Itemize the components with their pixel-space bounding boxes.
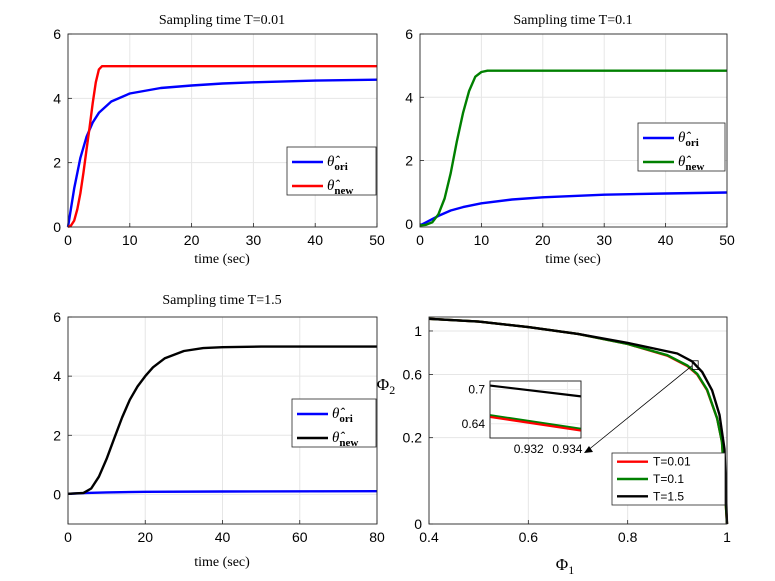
x-tick-label: 10	[122, 232, 138, 248]
panel1-title: Sampling time T=0.01	[159, 13, 285, 28]
x-tick-label: 0	[64, 529, 72, 545]
x-tick-label: 20	[535, 232, 551, 248]
y-tick-label: 0	[53, 486, 61, 502]
zoom-arrow-head	[584, 446, 593, 453]
panel2-xlabel: time (sec)	[545, 252, 601, 267]
inset-frame	[489, 380, 582, 439]
inset-series-line	[489, 414, 582, 430]
panel-sampling-0-01: Sampling time T=0.01 time (sec) 0 10 20 30 4…	[53, 13, 385, 267]
panel-sampling-1-5: Sampling time T=1.5 time (sec) 0 20 40 60 80…	[53, 293, 385, 570]
y-tick-label: 2	[53, 427, 61, 443]
zoom-region-box	[691, 360, 699, 370]
plot-area	[68, 34, 377, 227]
inset-series-line	[489, 384, 582, 398]
y-tick-label: 0	[414, 516, 422, 532]
y-tick-label: 0	[405, 216, 413, 232]
inset-x-tick-label: 0.934	[552, 442, 582, 456]
y-tick-label: 4	[53, 368, 61, 384]
y-tick-label: 0.2	[403, 430, 423, 446]
y-tick-label: 6	[53, 309, 61, 325]
x-tick-label: 20	[137, 529, 153, 545]
x-tick-label: 40	[658, 232, 674, 248]
legend: T=0.01 T=0.1 T=1.5	[611, 452, 726, 506]
x-tick-label: 0	[416, 232, 424, 248]
x-tick-label: 1	[723, 529, 731, 545]
y-tick-label: 2	[405, 153, 413, 169]
axes-box	[67, 316, 378, 525]
series-line--ori	[419, 191, 728, 227]
y-tick-label: 4	[53, 90, 61, 106]
y-tick-label: 0.6	[403, 366, 423, 382]
zoom-arrow	[586, 365, 693, 452]
x-tick-label: 20	[184, 232, 200, 248]
series-line--new	[67, 65, 377, 229]
x-tick-label: 0.4	[419, 529, 439, 545]
x-tick-label: 10	[474, 232, 490, 248]
inset-series-line	[489, 415, 582, 432]
legend-entry: T=0.1	[653, 472, 684, 486]
x-tick-label: 60	[292, 529, 308, 545]
y-tick-label: 2	[53, 155, 61, 171]
panel4-xlabel: Φ1	[556, 555, 574, 577]
x-tick-label: 50	[369, 232, 385, 248]
panel-pareto-front: Φ1 Φ2 0.4 0.6 0.8 1 0 0.2 0.6 1 T=0.01 T=0.1 T=1.5…	[377, 316, 731, 577]
x-tick-label: 0.8	[618, 529, 638, 545]
x-tick-label: 40	[307, 232, 323, 248]
x-tick-label: 50	[719, 232, 735, 248]
x-tick-label: 80	[369, 529, 385, 545]
series-line--ori	[66, 78, 378, 228]
series-line-t-1-5	[428, 317, 729, 525]
panel-sampling-0-1: Sampling time T=0.1 time (sec) 0 10 20 30 40…	[405, 13, 735, 267]
axes-box	[67, 33, 378, 228]
inset-y-tick-label: 0.64	[462, 417, 486, 431]
legend-entry: T=0.01	[653, 455, 691, 469]
axes-box	[419, 33, 728, 228]
series-line--new	[67, 345, 377, 495]
y-tick-label: 6	[405, 26, 413, 42]
inset-x-tick-label: 0.932	[514, 442, 544, 456]
x-tick-label: 0.6	[519, 529, 539, 545]
legend-entry: T=1.5	[653, 489, 684, 503]
x-tick-label: 40	[215, 529, 231, 545]
panel3-xlabel: time (sec)	[194, 555, 250, 570]
series-line--new	[419, 69, 727, 227]
panel4-ylabel: Φ2	[377, 375, 395, 397]
x-tick-label: 30	[246, 232, 262, 248]
axes-box	[428, 316, 728, 525]
panel1-xlabel: time (sec)	[194, 252, 250, 267]
y-tick-label: 6	[53, 26, 61, 42]
zoom-inset: 0.932 0.934 0.64 0.7	[462, 360, 699, 456]
x-tick-label: 30	[596, 232, 612, 248]
y-tick-label: 1	[414, 323, 422, 339]
inset-y-tick-label: 0.7	[468, 383, 485, 397]
y-tick-label: 4	[405, 89, 413, 105]
panel3-title: Sampling time T=1.5	[162, 293, 281, 308]
panel2-title: Sampling time T=0.1	[513, 13, 632, 28]
y-tick-label: 0	[53, 219, 61, 235]
x-tick-label: 0	[64, 232, 72, 248]
